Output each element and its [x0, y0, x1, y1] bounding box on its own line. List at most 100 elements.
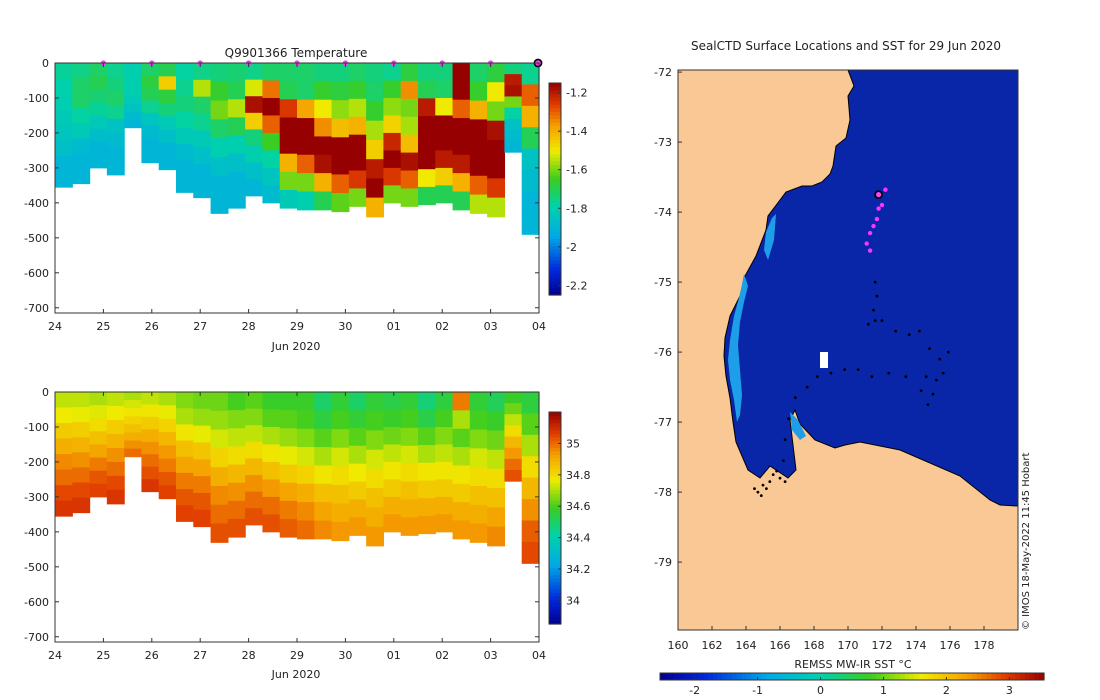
colorbar-segment	[549, 224, 561, 229]
track-position	[938, 357, 942, 361]
heatmap-cell	[72, 93, 91, 109]
heatmap-cell	[400, 116, 419, 136]
colorbar-segment	[549, 199, 561, 204]
heatmap-cell	[487, 159, 506, 179]
heatmap-cell	[469, 194, 488, 214]
track-position	[928, 347, 931, 350]
heatmap-cell	[210, 63, 229, 83]
heatmap-cell	[193, 147, 212, 165]
heatmap-cell	[366, 120, 385, 141]
heatmap-cell	[106, 419, 125, 435]
colorbar-segment	[549, 482, 561, 487]
heatmap-cell	[521, 434, 540, 457]
heatmap-cell	[452, 81, 471, 101]
x-tick-label: 25	[96, 320, 110, 333]
track-position	[880, 319, 884, 322]
heatmap-cell	[400, 170, 419, 189]
heatmap-cell	[297, 191, 315, 211]
heatmap-cell	[314, 99, 333, 119]
sst-colorbar-segment	[756, 673, 762, 680]
heatmap-cell	[72, 78, 91, 94]
heatmap-cell	[89, 141, 108, 156]
heatmap-cell	[89, 444, 108, 459]
heatmap-cell	[504, 129, 523, 142]
heatmap-cell	[297, 99, 315, 119]
heatmap-cell	[314, 428, 333, 448]
map-panel: SealCTD Surface Locations and SST for 29…	[654, 39, 1045, 697]
heatmap-cell	[227, 171, 246, 191]
heatmap-cell	[452, 118, 471, 137]
heatmap-cell	[72, 437, 91, 453]
sst-colorbar-segment	[784, 673, 791, 680]
heatmap-cell	[55, 94, 73, 111]
x-tick-label: 02	[435, 320, 449, 333]
track-position	[872, 308, 875, 312]
y-tick-label: -300	[24, 491, 49, 504]
heatmap-cell	[469, 156, 488, 177]
heatmap-cell	[452, 136, 471, 156]
heatmap-cell	[245, 96, 264, 114]
heatmap-cell	[193, 509, 212, 528]
colorbar-segment	[549, 521, 561, 526]
track-position	[829, 371, 833, 375]
heatmap-cell	[210, 119, 229, 139]
heatmap-cell	[106, 146, 125, 162]
y-tick-label: -400	[24, 197, 49, 210]
heatmap-cell	[297, 465, 315, 485]
heatmap-cell	[435, 409, 454, 428]
heatmap-cell	[297, 392, 315, 411]
track-position	[775, 469, 778, 473]
heatmap-cell	[469, 138, 488, 158]
heatmap-cell	[383, 132, 402, 151]
salinity-heatmap	[55, 392, 540, 564]
heatmap-cell	[106, 447, 125, 463]
sst-colorbar-segment	[751, 673, 757, 680]
colorbar-segment	[549, 546, 561, 551]
sst-colorbar-segment	[1039, 673, 1045, 680]
track-position	[756, 490, 760, 494]
heatmap-cell	[418, 462, 436, 481]
heatmap-cell	[400, 392, 419, 411]
heatmap-cell	[141, 416, 160, 430]
map-x-tick-label: 172	[872, 639, 893, 652]
copyright-credit: © IMOS 18-May-2022 11:45 Hobart	[1021, 453, 1032, 630]
heatmap-cell	[469, 175, 488, 196]
sst-colorbar-segment	[808, 673, 815, 680]
heatmap-cell	[193, 408, 212, 427]
heatmap-cell	[141, 454, 160, 468]
heatmap-cell	[314, 154, 333, 174]
colorbar-segment	[549, 567, 561, 572]
x-tick-label: 03	[484, 320, 498, 333]
colorbar-segment	[549, 479, 561, 484]
sst-colorbar-segment	[765, 673, 771, 680]
sst-colorbar-segment	[794, 673, 800, 680]
heatmap-cell	[504, 392, 523, 404]
track-position	[919, 389, 923, 392]
heatmap-cell	[55, 438, 73, 455]
heatmap-cell	[469, 392, 488, 412]
heatmap-cell	[124, 400, 143, 409]
heatmap-cell	[158, 471, 177, 486]
map-y-tick-label: -76	[654, 346, 672, 359]
colorbar-tick-label: -2.2	[566, 279, 587, 292]
sst-colorbar-segment	[1034, 673, 1040, 680]
heatmap-cell	[279, 153, 298, 173]
heatmap-cell	[331, 522, 350, 542]
colorbar-segment	[549, 181, 561, 187]
heatmap-cell	[366, 392, 385, 412]
track-position	[759, 494, 763, 497]
heatmap-cell	[487, 392, 506, 412]
heatmap-cell	[452, 428, 471, 448]
colorbar-segment	[549, 592, 561, 597]
colorbar-segment	[549, 185, 561, 190]
map-x-tick-label: 168	[804, 639, 825, 652]
heatmap-cell	[124, 416, 143, 425]
colorbar-segment	[549, 539, 561, 544]
colorbar-segment	[549, 213, 561, 218]
heatmap-cell	[279, 117, 298, 137]
heatmap-cell	[469, 429, 488, 449]
heatmap-cell	[89, 418, 108, 432]
track-position	[782, 459, 785, 462]
colorbar-segment	[549, 528, 561, 533]
colorbar-segment	[549, 238, 561, 243]
